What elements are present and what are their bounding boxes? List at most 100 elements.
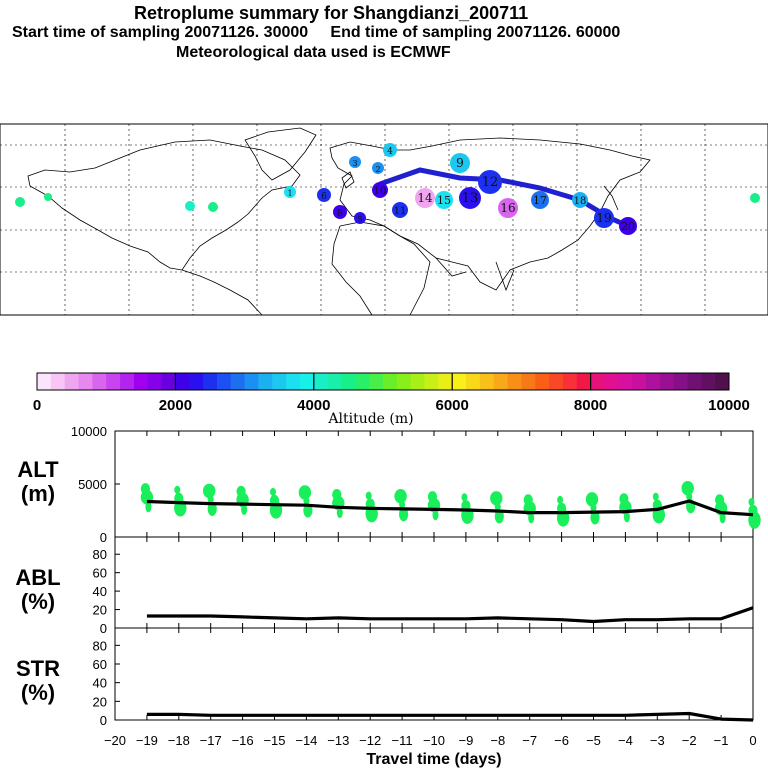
colorbar-cell — [50, 373, 66, 390]
x-tick-label: −9 — [458, 733, 473, 748]
particle-dot — [270, 487, 276, 496]
y-tick-label: 20 — [93, 694, 107, 709]
y-tick-label: 5000 — [78, 477, 107, 492]
trajectory-point — [435, 191, 453, 209]
colorbar-cell — [715, 373, 730, 390]
particle-dot — [528, 512, 535, 524]
x-axis: −20 −19 −18 −17 −16 −15 −14 −13 −12 −11 −10 −9 −8 −7−… — [104, 733, 757, 768]
y-tick-label: 10000 — [71, 424, 107, 439]
colorbar-cell — [133, 373, 149, 390]
panel-label: ALT — [17, 457, 59, 482]
trajectory-point-label: 5 — [357, 215, 362, 224]
trajectory-point-label: 16 — [500, 201, 515, 215]
y-tick-label: 20 — [93, 603, 107, 618]
x-tick-label: −1 — [714, 733, 729, 748]
trajectory-point — [333, 205, 347, 219]
particle-dot — [432, 509, 439, 521]
start-time-label: Start time of sampling 20071126. 30000 — [12, 24, 309, 41]
particle-dot — [399, 507, 409, 522]
trajectory-point — [383, 143, 397, 157]
colorbar-cell — [161, 373, 176, 390]
colorbar-cell — [37, 373, 52, 390]
trajectory-point — [354, 212, 366, 224]
colorbar-cell — [701, 373, 716, 390]
trajectory-point — [450, 153, 470, 173]
y-tick-label: 0 — [100, 530, 107, 545]
altitude-colorbar: 0 2000 4000 6000 8000 10000 Altitude (m) — [33, 372, 750, 427]
x-tick-label: 0 — [749, 733, 756, 748]
y-tick-label: 40 — [93, 676, 107, 691]
colorbar-cell — [64, 373, 79, 390]
colorbar-tick-label: 2000 — [159, 397, 192, 414]
colorbar-cell — [120, 373, 135, 390]
trajectory-point — [572, 192, 588, 208]
x-axis-title: Travel time (days) — [366, 751, 501, 768]
end-time-label: End time of sampling 20071126. 60000 — [330, 24, 621, 41]
trajectory-point-label: 9 — [456, 156, 464, 170]
particle-dot — [461, 493, 468, 502]
trajectory-point-label: 13 — [462, 191, 479, 206]
colorbar-cell — [396, 373, 412, 390]
particle-dot — [652, 492, 659, 501]
colorbar-cell — [216, 373, 232, 390]
colorbar-cell — [535, 373, 550, 390]
colorbar-cell — [327, 373, 342, 390]
colorbar-cell — [604, 373, 619, 390]
particle-dot — [585, 492, 599, 507]
trajectory-point — [392, 202, 408, 218]
colorbar-cell — [659, 373, 675, 390]
particle-dot — [394, 488, 407, 504]
panel-unit: (m) — [21, 481, 55, 506]
panel-label: STR — [16, 656, 60, 681]
panel-label: ABL — [15, 565, 60, 590]
x-tick-label: −18 — [168, 733, 190, 748]
colorbar-cell — [203, 373, 218, 390]
trajectory-point-label: 11 — [394, 206, 407, 217]
colorbar-frame — [36, 372, 730, 391]
particle-dot — [399, 500, 406, 509]
colorbar-tick-label: 6000 — [436, 397, 469, 414]
x-tick-label: −17 — [200, 733, 222, 748]
panel-str: 0 20 40 60 80 STR(%) — [16, 627, 754, 728]
y-tick-label: 80 — [93, 638, 107, 653]
colorbar-cell — [244, 373, 259, 390]
x-tick-label: −5 — [586, 733, 601, 748]
colorbar-tick-label: 0 — [33, 397, 41, 414]
colorbar-cell — [313, 373, 329, 390]
colorbar-cell — [424, 373, 439, 390]
colorbar-cell — [92, 373, 107, 390]
series-line-abl — [146, 606, 754, 624]
trajectory-point-label: 19 — [596, 211, 611, 225]
panel-frame — [114, 536, 754, 629]
colorbar-cell — [576, 373, 591, 390]
trajectory-point-label: 6 — [321, 192, 327, 202]
particle-dot — [241, 503, 248, 515]
particle-dot — [303, 496, 310, 505]
x-tick-label: −12 — [359, 733, 381, 748]
particle-dot — [336, 507, 343, 519]
trajectory-point — [317, 188, 331, 202]
trajectory-point — [15, 197, 25, 207]
y-tick-label: 0 — [100, 621, 107, 636]
x-tick-label: −8 — [490, 733, 505, 748]
colorbar-cell — [452, 373, 467, 390]
colorbar-cell — [687, 373, 702, 390]
map-frame — [0, 123, 768, 316]
particle-dot — [681, 481, 694, 496]
particle-dot — [557, 495, 564, 504]
particle-dot — [590, 503, 597, 512]
x-tick-label: −3 — [650, 733, 665, 748]
colorbar-cell — [341, 373, 356, 390]
colorbar-tick-label: 4000 — [297, 397, 330, 414]
trajectory-point — [531, 191, 549, 209]
colorbar-cell — [438, 373, 453, 390]
colorbar-cell — [189, 373, 204, 390]
trajectory-point — [619, 217, 637, 235]
colorbar-cell — [147, 373, 162, 390]
colorbar-cell — [383, 373, 398, 390]
x-tick-label: −10 — [423, 733, 445, 748]
colorbar-cell — [507, 373, 522, 390]
trajectory-point — [750, 193, 760, 203]
x-tick-label: −15 — [263, 733, 285, 748]
colorbar-cell — [410, 373, 425, 390]
